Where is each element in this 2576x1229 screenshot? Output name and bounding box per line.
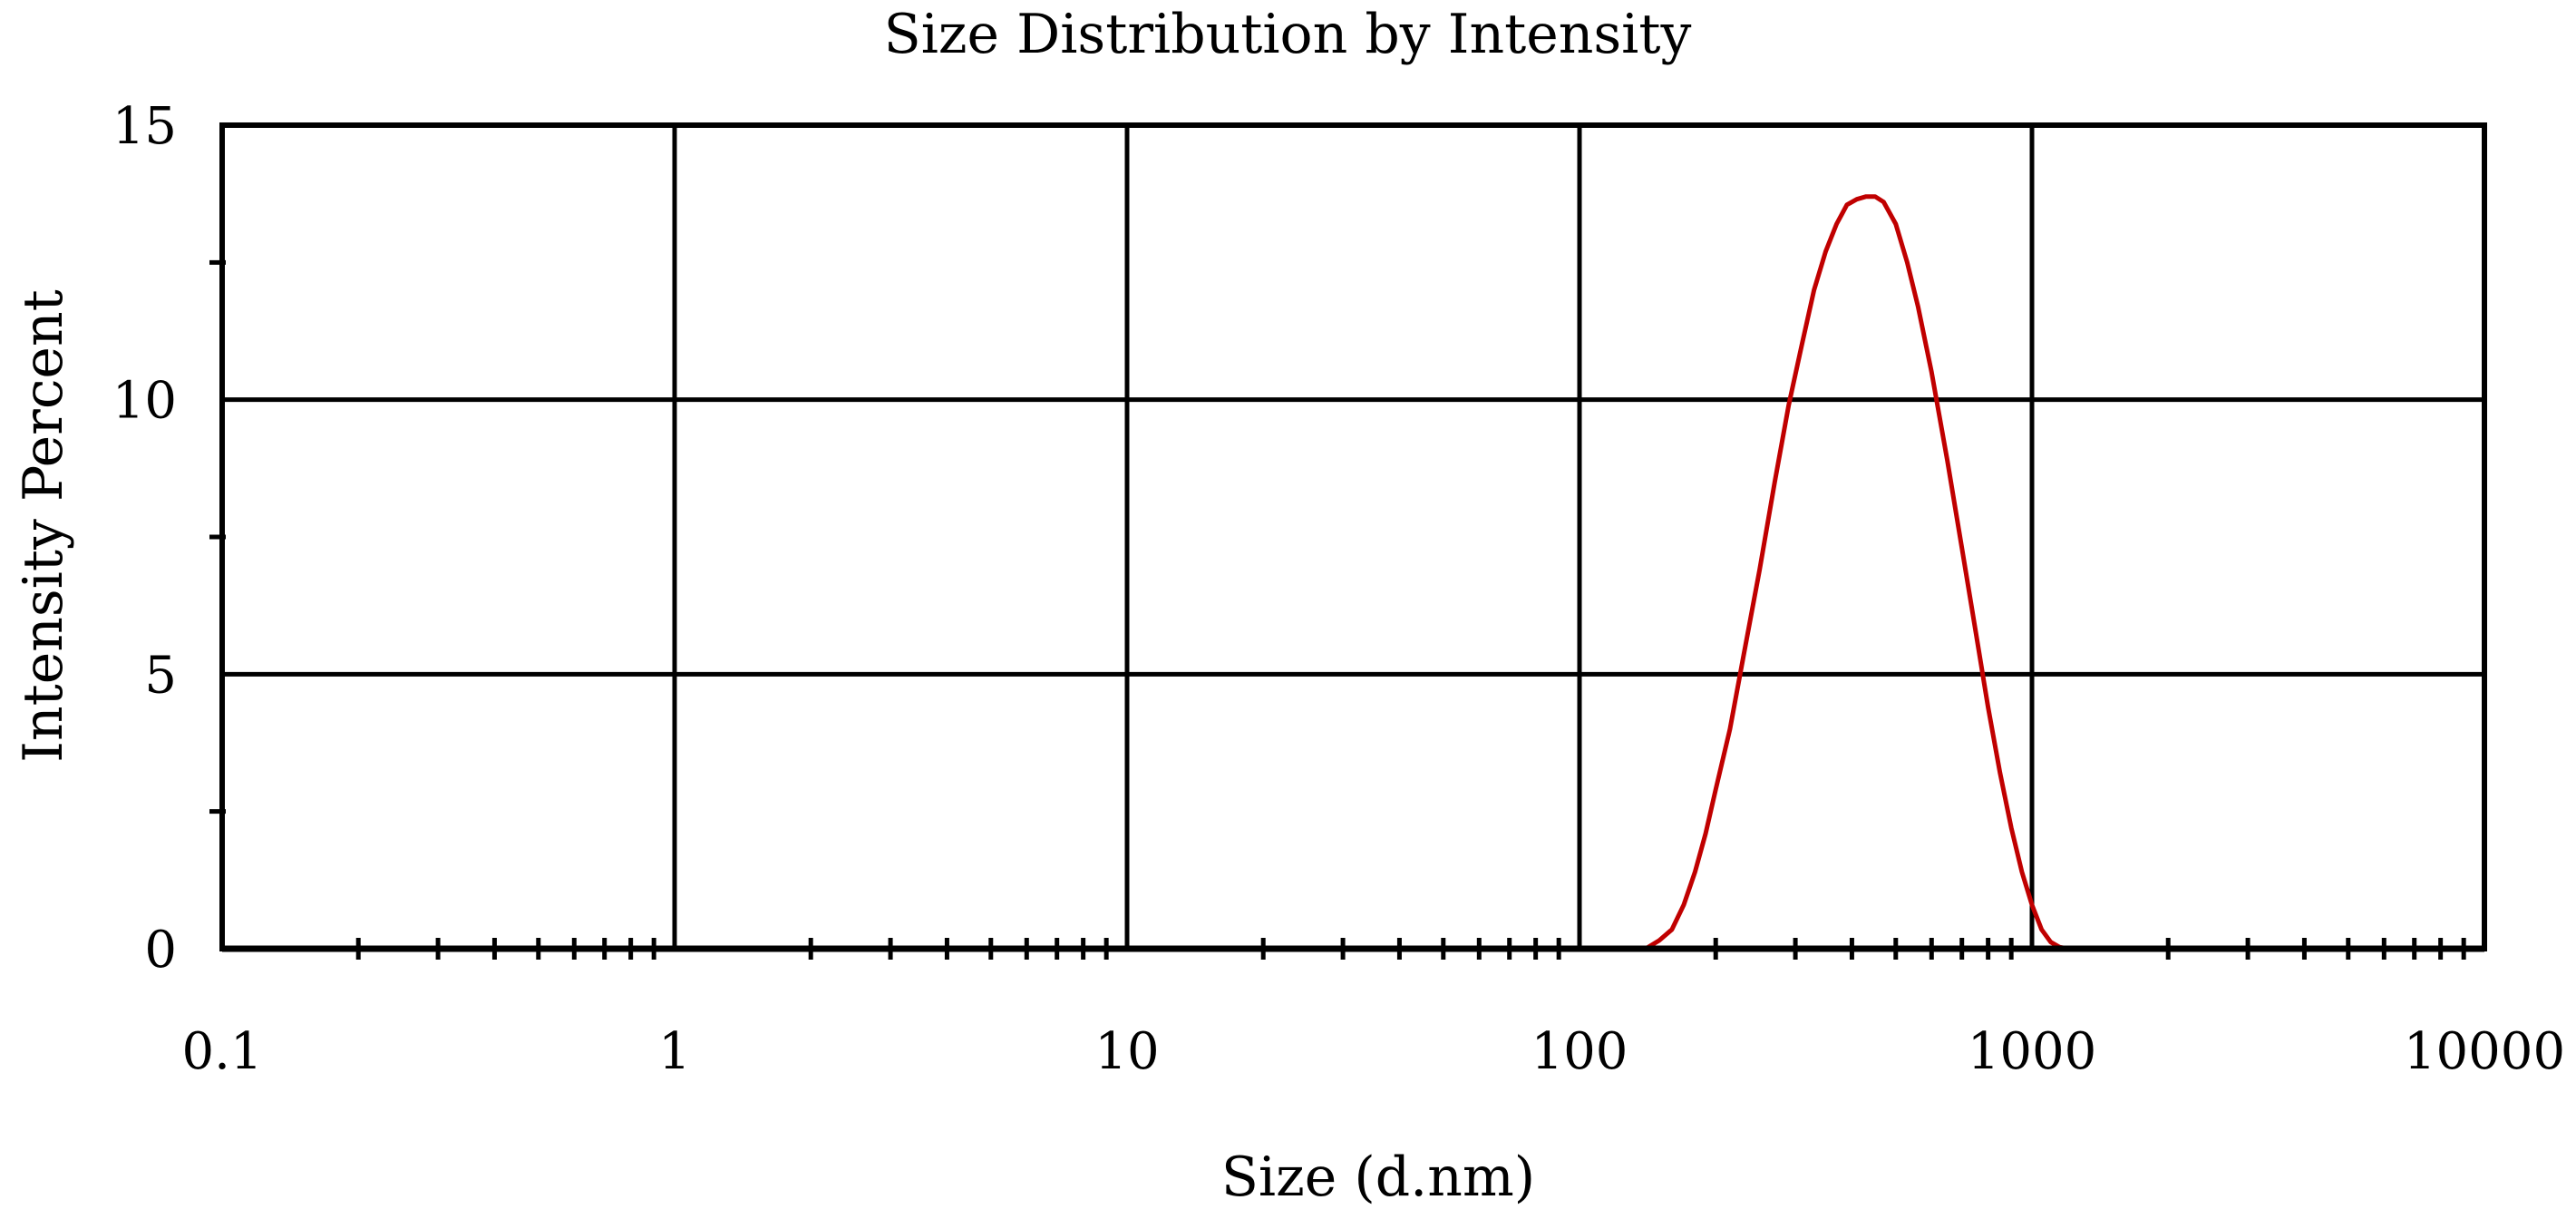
plot-frame (219, 122, 2487, 952)
x-tick-label: 100 (1531, 1022, 1628, 1081)
y-axis-label: Intensity Percent (12, 289, 75, 762)
intensity-series-line (491, 194, 2487, 951)
y-tick-label: 10 (112, 372, 177, 431)
series-layer (491, 194, 2487, 951)
y-tick-label: 5 (144, 646, 177, 705)
x-tick-labels: 0.1 1 10 100 1000 10000 (181, 1022, 2565, 1081)
x-tick-label: 10000 (2404, 1022, 2565, 1081)
x-tick-label: 1 (658, 1022, 691, 1081)
minor-ticks (209, 259, 2466, 960)
grid-lines (222, 125, 2484, 949)
x-tick-label: 0.1 (181, 1022, 262, 1081)
y-tick-label: 15 (112, 97, 177, 156)
x-tick-label: 10 (1094, 1022, 1159, 1081)
x-axis-label: Size (d.nm) (1221, 1146, 1535, 1209)
chart-title: Size Distribution by Intensity (884, 3, 1692, 66)
y-tick-label: 0 (144, 921, 177, 980)
x-tick-label: 1000 (1968, 1022, 2097, 1081)
plot-border (219, 122, 2487, 951)
y-tick-labels: 0 5 10 15 (112, 97, 177, 980)
